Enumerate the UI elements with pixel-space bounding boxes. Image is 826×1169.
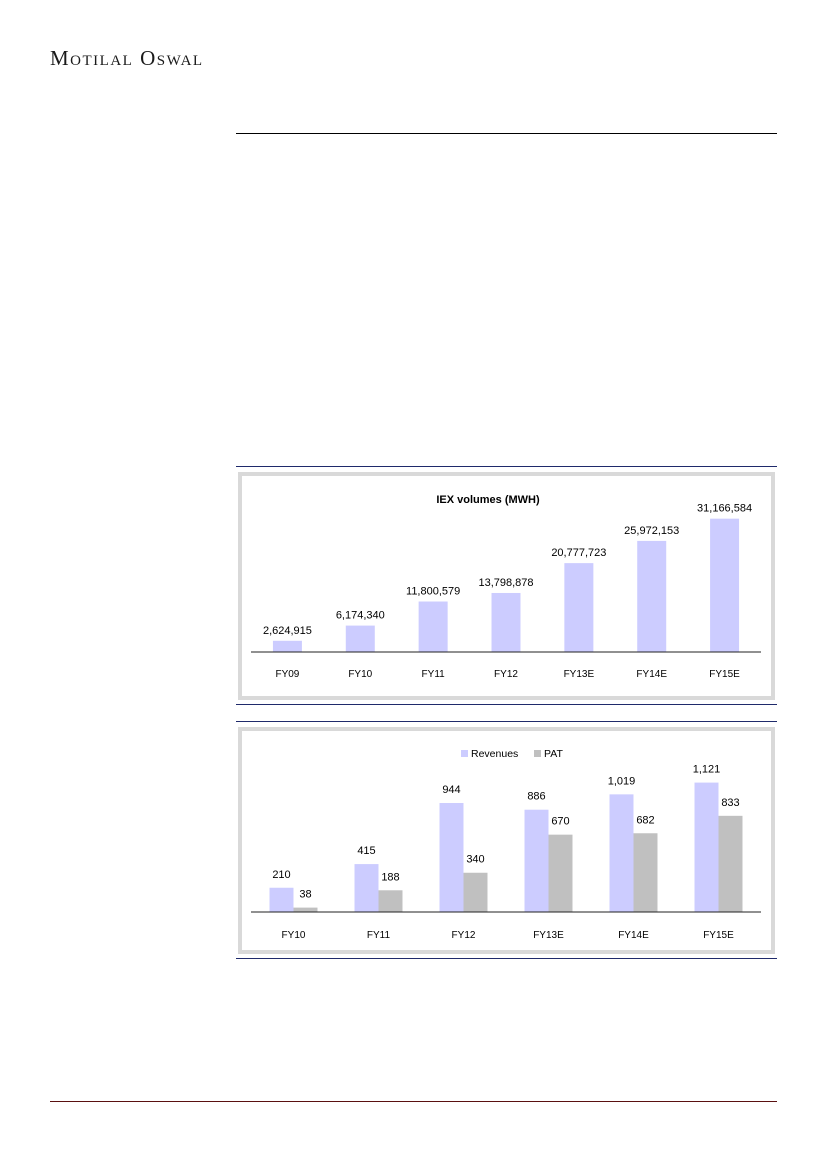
bar-pat-fy10	[293, 907, 318, 912]
iex-volumes-chart-panel: IEX volumes (MWH) 2,624,915 FY09 6,174,340 F…	[236, 466, 777, 705]
data-label: 415	[357, 845, 375, 857]
bar-fy13e	[564, 563, 594, 652]
bar-pat-fy12	[463, 872, 488, 912]
data-label: 1,121	[693, 764, 721, 776]
x-tick-label: FY11	[422, 669, 446, 680]
data-label: 11,800,579	[406, 586, 460, 598]
x-tick-label: FY15E	[709, 669, 740, 680]
x-tick-label: FY10	[348, 669, 372, 680]
bar-revenues-fy14e	[609, 794, 634, 912]
data-label: 670	[551, 816, 569, 828]
data-label: 944	[442, 784, 460, 796]
iex-volumes-chart: IEX volumes (MWH) 2,624,915 FY09 6,174,340 F…	[251, 494, 761, 680]
bar-revenues-fy12	[439, 803, 464, 912]
bar-pat-fy11	[378, 890, 403, 912]
x-tick-label: FY14E	[618, 930, 649, 941]
bar-fy12	[491, 592, 521, 652]
bar-pat-fy14e	[633, 833, 658, 912]
data-label: 25,972,153	[624, 525, 679, 537]
bar-revenues-fy11	[354, 864, 379, 912]
footer-divider	[50, 1101, 777, 1102]
revenue-pat-chart-panel: Revenues PAT 210 38 FY10 415 188 FY11 944 340 FY12…	[236, 721, 777, 959]
brand-logo: Motilal Oswal	[50, 46, 204, 70]
data-label: 340	[466, 854, 484, 866]
data-label: 886	[527, 791, 545, 803]
legend-swatch-pat	[534, 750, 541, 757]
bar-revenues-fy15e	[694, 782, 719, 912]
legend-swatch-revenues	[461, 750, 468, 757]
chart-frame: Revenues PAT 210 38 FY10 415 188 FY11 944 340 FY12…	[238, 727, 775, 954]
data-label: 31,166,584	[697, 503, 752, 515]
data-label: 20,777,723	[551, 547, 606, 559]
legend-label-revenues: Revenues	[471, 748, 518, 760]
x-tick-label: FY12	[494, 669, 518, 680]
data-label: 833	[721, 797, 739, 809]
bar-fy09	[272, 640, 302, 652]
x-tick-label: FY14E	[636, 669, 667, 680]
data-label: 188	[381, 871, 399, 883]
x-tick-label: FY13E	[533, 930, 564, 941]
chart-frame: IEX volumes (MWH) 2,624,915 FY09 6,174,340 F…	[238, 472, 775, 700]
bar-fy11	[418, 601, 448, 652]
data-label: 38	[299, 889, 311, 901]
bar-fy15e	[710, 518, 740, 652]
data-label: 13,798,878	[478, 577, 533, 589]
data-label: 2,624,915	[263, 625, 312, 637]
x-tick-label: FY11	[367, 930, 391, 941]
bar-fy14e	[637, 540, 667, 652]
x-tick-label: FY15E	[703, 930, 734, 941]
chart-title: IEX volumes (MWH)	[436, 494, 540, 506]
chart-canvas: Revenues PAT 210 38 FY10 415 188 FY11 944 340 FY12…	[242, 731, 771, 950]
bar-revenues-fy13e	[524, 809, 549, 912]
data-label: 682	[636, 814, 654, 826]
x-tick-label: FY10	[282, 930, 306, 941]
data-label: 1,019	[608, 775, 636, 787]
header-divider	[236, 133, 777, 134]
legend-label-pat: PAT	[544, 748, 563, 760]
bar-pat-fy15e	[718, 815, 743, 912]
x-tick-label: FY13E	[564, 669, 595, 680]
x-tick-label: FY09	[275, 669, 299, 680]
x-tick-label: FY12	[452, 930, 476, 941]
revenue-pat-chart: Revenues PAT 210 38 FY10 415 188 FY11 944 340 FY12…	[251, 748, 761, 941]
bar-fy10	[345, 625, 375, 652]
bar-revenues-fy10	[269, 887, 294, 912]
data-label: 210	[272, 869, 290, 881]
data-label: 6,174,340	[336, 610, 385, 622]
bar-pat-fy13e	[548, 834, 573, 912]
chart-canvas: IEX volumes (MWH) 2,624,915 FY09 6,174,340 F…	[242, 476, 771, 696]
